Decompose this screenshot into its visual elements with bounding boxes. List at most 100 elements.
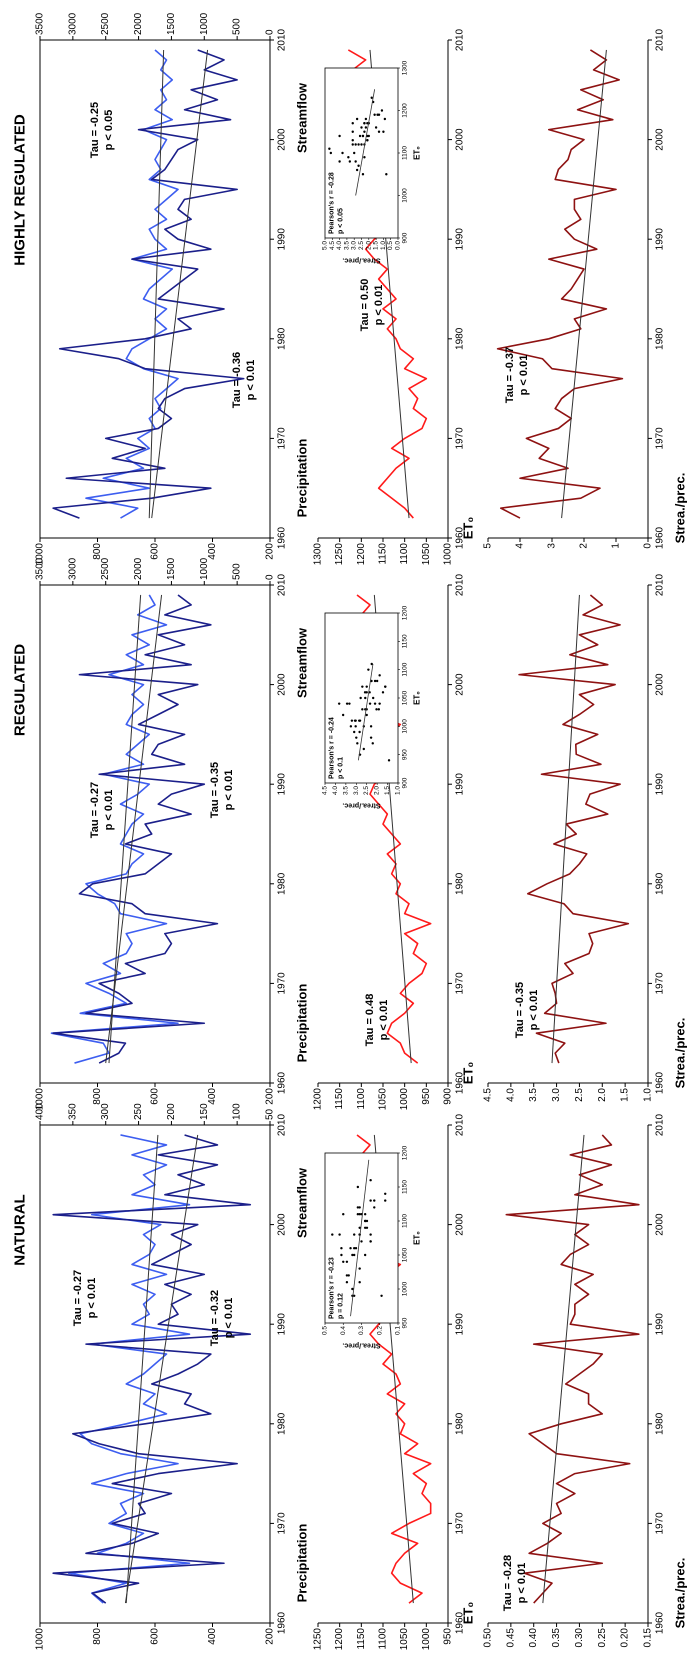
inset-y-tick-label: 0.4: [340, 1326, 347, 1335]
annotation: Tau = -0.25: [89, 102, 101, 158]
inset-point: [356, 1213, 360, 1216]
inset-x-label: ET₀: [413, 691, 422, 705]
inset-x-tick-label: 1050: [402, 690, 409, 705]
inset-point: [387, 759, 391, 762]
series-line: [518, 594, 630, 1064]
y-tick-label: 5: [483, 543, 494, 549]
inset-x-tick-label: 1000: [402, 719, 409, 734]
y-tick-label: 1200: [334, 1628, 345, 1651]
y2-tick-label: 1000: [199, 557, 210, 580]
inset-point: [369, 1179, 372, 1182]
inset-y-tick-label: 0.3: [358, 1326, 365, 1335]
inset-point: [375, 679, 379, 683]
y-tick-label: 950: [443, 1628, 454, 1645]
inset-y-tick-label: 0.2: [376, 1326, 383, 1335]
inset-point: [348, 702, 351, 705]
inset-point: [363, 1213, 367, 1216]
column-title: NATURAL: [12, 1194, 29, 1265]
inset-y-tick-label: 4.5: [322, 786, 329, 795]
inset-point: [353, 151, 356, 155]
y2-tick-label: 50: [265, 1108, 276, 1120]
y2-tick-label: 150: [199, 1103, 210, 1120]
trend-line: [105, 594, 163, 1064]
series-line: [52, 1134, 252, 1604]
inset-y-tick-label: 2.5: [358, 241, 365, 250]
inset-x-tick-label: 1150: [402, 634, 409, 648]
inset-y-tick-label: 2.0: [374, 786, 381, 795]
y-tick-label: 3.0: [551, 1088, 562, 1102]
x-tick-label: 1960: [455, 1611, 466, 1634]
inset-point: [338, 160, 341, 163]
inset-x-tick-label: 1100: [402, 662, 409, 676]
inset-point: [365, 691, 368, 694]
x-tick-label: 1980: [655, 1412, 666, 1435]
inset-point: [363, 122, 366, 125]
y-tick-label: 1250: [334, 543, 345, 566]
y-tick-label: 1100: [399, 543, 410, 565]
y2-tick-label: 0: [265, 29, 276, 35]
inset-point: [357, 143, 360, 146]
y-axis-title: Precipitation: [295, 439, 310, 518]
y-tick-label: 1100: [378, 1628, 389, 1650]
inset-x-tick-label: 900: [402, 232, 409, 243]
y2-tick-label: 2500: [100, 557, 111, 580]
inset-point: [359, 696, 362, 700]
y-tick-label: 0: [643, 543, 654, 549]
y2-tick-label: 100: [232, 1103, 243, 1120]
y-tick-label: 600: [150, 1088, 161, 1105]
inset-point: [353, 1253, 356, 1257]
annotation: Tau = -0.32: [209, 1290, 221, 1346]
y-tick-label: 1050: [421, 543, 432, 566]
inset-point: [382, 130, 385, 133]
y-tick-label: 1150: [334, 1088, 345, 1110]
annotation: p < 0.01: [518, 355, 530, 396]
inset-y-tick-label: 4.0: [332, 786, 339, 795]
inset-point: [351, 139, 354, 142]
x-tick-label: 2000: [277, 128, 288, 151]
y2-tick-label: 3500: [35, 12, 46, 35]
annotation: p < 0.01: [86, 1278, 98, 1319]
inset-y-tick-label: 4.0: [336, 241, 343, 250]
x-tick-label: 2010: [655, 573, 666, 596]
inset-x-tick-label: 1100: [402, 146, 409, 160]
inset-point: [384, 1199, 387, 1202]
trend-line: [124, 1134, 199, 1604]
inset-point: [354, 143, 357, 146]
inset-point: [357, 164, 360, 167]
inset-point: [345, 1274, 349, 1277]
inset-point: [360, 126, 363, 129]
inset-point: [348, 160, 352, 163]
inset-point: [373, 1206, 376, 1209]
y-tick-label: 1050: [399, 1628, 410, 1651]
inset-x-tick-label: 1150: [402, 1180, 409, 1194]
inset-point: [377, 130, 381, 133]
inset-point: [349, 1247, 352, 1250]
trend-line: [148, 49, 165, 519]
inset-point: [370, 96, 373, 99]
inset-point: [373, 679, 377, 683]
x-tick-label: 1990: [277, 773, 288, 796]
inset-point: [342, 1260, 345, 1263]
y2-tick-label: 250: [133, 1103, 144, 1120]
inset-point: [345, 1281, 349, 1284]
x-tick-label: 2000: [655, 1213, 666, 1236]
y-tick-label: 0.15: [643, 1628, 654, 1648]
y-tick-label: 200: [265, 1088, 276, 1105]
y-tick-label: 600: [150, 1628, 161, 1645]
y-tick-label: 1200: [356, 543, 367, 566]
y-axis-title: Strea./prec.: [673, 1558, 688, 1629]
inset-point: [363, 156, 366, 159]
x-tick-label: 1970: [455, 427, 466, 450]
x-tick-label: 1990: [277, 228, 288, 251]
inset-point: [365, 685, 368, 688]
y2-tick-label: 500: [232, 18, 243, 35]
x-tick-label: 2010: [455, 28, 466, 51]
trend-line: [561, 49, 607, 519]
inset-annotation: p = 0.12: [338, 1293, 345, 1319]
y-axis-title: ET₀: [461, 1602, 476, 1625]
annotation: Tau = -0.35: [514, 982, 526, 1038]
inset-y-tick-label: 3.0: [351, 241, 358, 250]
annotation: Tau = -0.28: [502, 1555, 514, 1611]
inset-point: [358, 730, 361, 734]
